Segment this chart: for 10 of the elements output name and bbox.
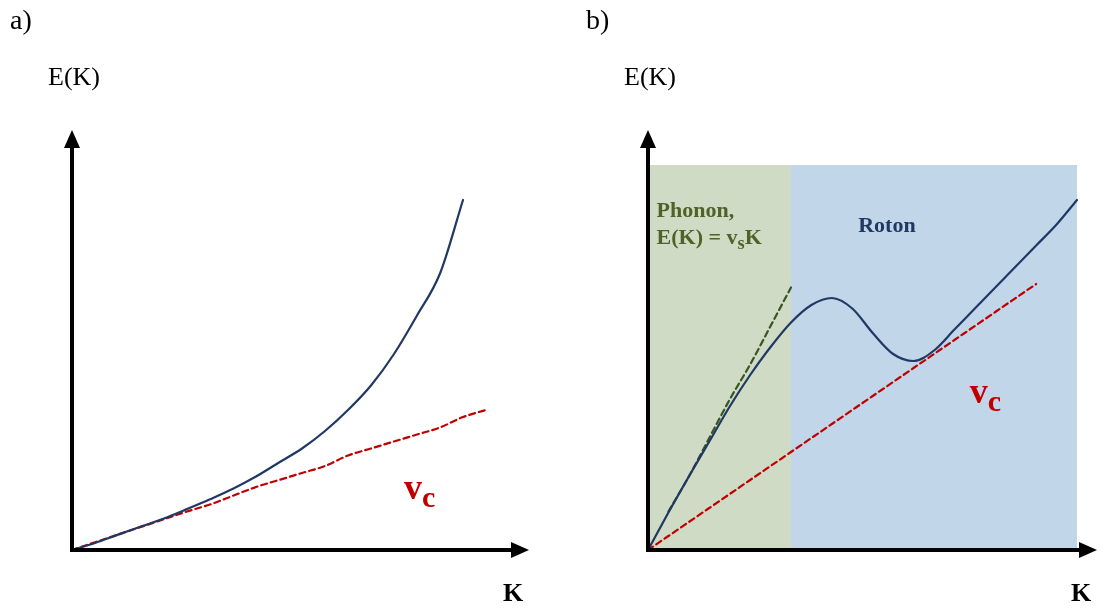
x-axis-title: K (1071, 578, 1092, 608)
annotation: v$_{c}$ (969, 370, 1002, 420)
chart-title: a) (10, 4, 32, 36)
annotation: v$_{c}$ (404, 466, 436, 516)
y-axis-title: E(K) (48, 62, 100, 92)
chart-title: b) (586, 4, 610, 36)
y-axis-title: E(K) (624, 62, 676, 92)
x-axis-title: K (503, 578, 524, 608)
annotation: Phonon, E(K) = v$_{s}$K (656, 195, 762, 256)
annotation: Roton (858, 211, 916, 239)
